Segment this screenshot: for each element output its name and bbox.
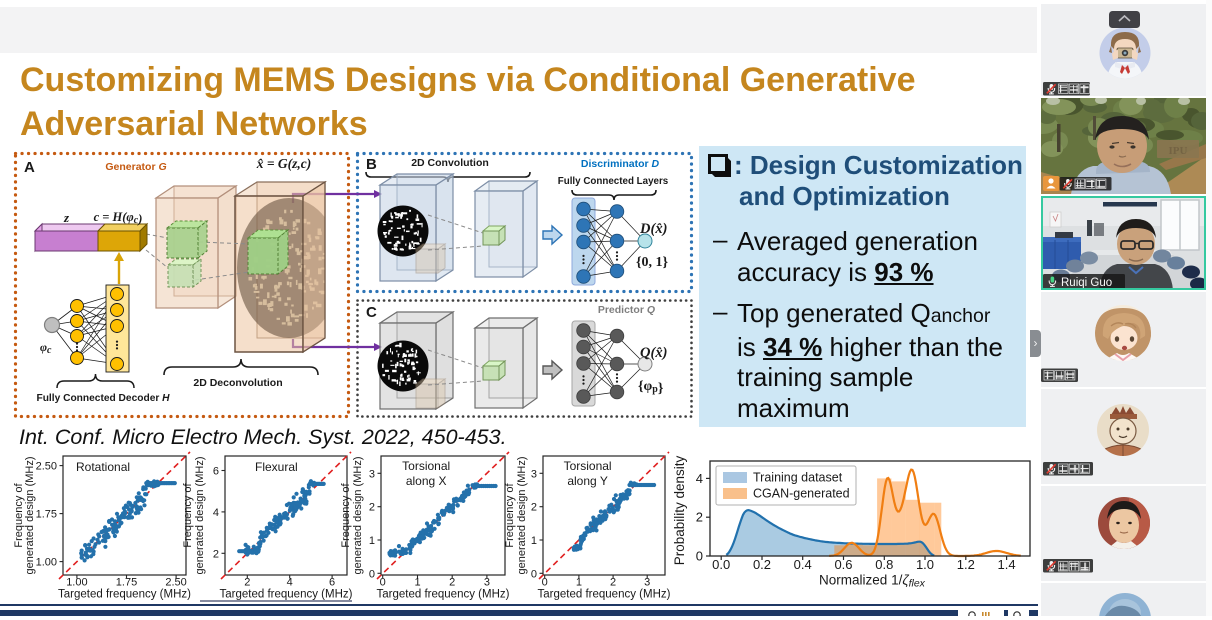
svg-text:Rotational: Rotational [76, 460, 130, 474]
svg-text:4: 4 [287, 577, 293, 589]
svg-text:0: 0 [542, 577, 548, 589]
svg-text:2: 2 [610, 577, 616, 589]
svg-text:Flexural: Flexural [255, 460, 298, 474]
svg-text:Frequency of: Frequency of [340, 482, 352, 547]
svg-text:2D Convolution: 2D Convolution [411, 157, 489, 169]
svg-text:0: 0 [531, 568, 537, 580]
svg-text:0: 0 [696, 549, 703, 564]
svg-text:C: C [366, 304, 377, 321]
svg-text:{φp}: {φp} [638, 379, 664, 396]
svg-text:2.50: 2.50 [165, 577, 186, 589]
svg-text:Discriminator D: Discriminator D [581, 158, 660, 170]
svg-text:2: 2 [369, 502, 375, 514]
svg-text:0: 0 [369, 568, 375, 580]
svg-text:3: 3 [531, 468, 537, 480]
svg-text:2D Deconvolution: 2D Deconvolution [193, 377, 282, 389]
svg-text:Normalized 1/ζflex: Normalized 1/ζflex [819, 573, 926, 590]
svg-text:2: 2 [531, 502, 537, 514]
svg-text:Fully Connected Layers: Fully Connected Layers [558, 176, 669, 187]
svg-text:1: 1 [414, 577, 420, 589]
svg-text:0.4: 0.4 [794, 557, 812, 572]
svg-text:1: 1 [369, 535, 375, 547]
svg-text:Ruiqi Guo: Ruiqi Guo [1061, 277, 1112, 289]
svg-text:6: 6 [329, 577, 335, 589]
svg-text:Targeted frequency (MHz): Targeted frequency (MHz) [377, 589, 510, 601]
svg-text:Generator G: Generator G [105, 161, 166, 173]
svg-text:Frequency of: Frequency of [504, 482, 516, 547]
svg-text:B: B [366, 156, 377, 173]
svg-text:CGAN-generated: CGAN-generated [753, 487, 850, 501]
svg-text:Targeted frequency (MHz): Targeted frequency (MHz) [58, 589, 191, 601]
svg-text:0.0: 0.0 [712, 557, 730, 572]
svg-text:2: 2 [696, 510, 703, 525]
svg-text:1.75: 1.75 [36, 509, 57, 521]
svg-text:0: 0 [380, 577, 386, 589]
svg-text:1.4: 1.4 [998, 557, 1016, 572]
svg-text:1.00: 1.00 [66, 577, 87, 589]
svg-text:1.0: 1.0 [916, 557, 934, 572]
svg-text:0.6: 0.6 [834, 557, 852, 572]
svg-text:4: 4 [213, 507, 219, 519]
svg-text:1: 1 [531, 535, 537, 547]
svg-text:{0, 1}: {0, 1} [636, 255, 669, 270]
svg-text:IPU: IPU [1169, 145, 1188, 157]
svg-text:generated design (MHz): generated design (MHz) [516, 456, 528, 574]
svg-text:D(x̂): D(x̂) [639, 221, 667, 237]
svg-text:Probability density: Probability density [672, 455, 687, 565]
svg-text:3: 3 [484, 577, 490, 589]
svg-text:Fully Connected Decoder H: Fully Connected Decoder H [36, 393, 170, 404]
svg-text:0.2: 0.2 [753, 557, 771, 572]
svg-text:generated design (MHz): generated design (MHz) [352, 456, 364, 574]
svg-text:generated design (MHz): generated design (MHz) [24, 456, 36, 574]
svg-text:Targeted frequency (MHz): Targeted frequency (MHz) [220, 589, 353, 601]
svg-text:Q(x̂): Q(x̂) [640, 345, 667, 361]
svg-text:z: z [63, 210, 70, 225]
svg-text:3: 3 [644, 577, 650, 589]
svg-text:2.50: 2.50 [36, 461, 57, 473]
svg-text:1.75: 1.75 [116, 577, 137, 589]
svg-text:4: 4 [696, 471, 703, 486]
svg-text:along X: along X [406, 474, 447, 488]
svg-text:Frequency of: Frequency of [182, 482, 194, 547]
svg-text:0.8: 0.8 [875, 557, 893, 572]
svg-text:1.2: 1.2 [957, 557, 975, 572]
svg-text:Targeted frequency (MHz): Targeted frequency (MHz) [538, 589, 671, 601]
svg-text:6: 6 [213, 466, 219, 478]
svg-text:A: A [24, 159, 35, 176]
svg-text:Training dataset: Training dataset [753, 471, 843, 485]
svg-text:1: 1 [576, 577, 582, 589]
svg-text:Torsional: Torsional [564, 459, 612, 473]
svg-text:Torsional: Torsional [402, 459, 450, 473]
svg-text:2: 2 [449, 577, 455, 589]
svg-text:generated design (MHz): generated design (MHz) [194, 456, 206, 574]
svg-text:1.00: 1.00 [36, 557, 57, 569]
svg-text:3: 3 [369, 468, 375, 480]
svg-text:c = H(φc): c = H(φc) [94, 210, 143, 226]
svg-text:Predictor Q: Predictor Q [598, 304, 655, 316]
svg-text:along Y: along Y [567, 474, 607, 488]
svg-text:2: 2 [244, 577, 250, 589]
svg-text:2: 2 [213, 548, 219, 560]
svg-text:Frequency of: Frequency of [13, 482, 25, 547]
svg-text:x̂ = G(z,c): x̂ = G(z,c) [256, 156, 312, 171]
